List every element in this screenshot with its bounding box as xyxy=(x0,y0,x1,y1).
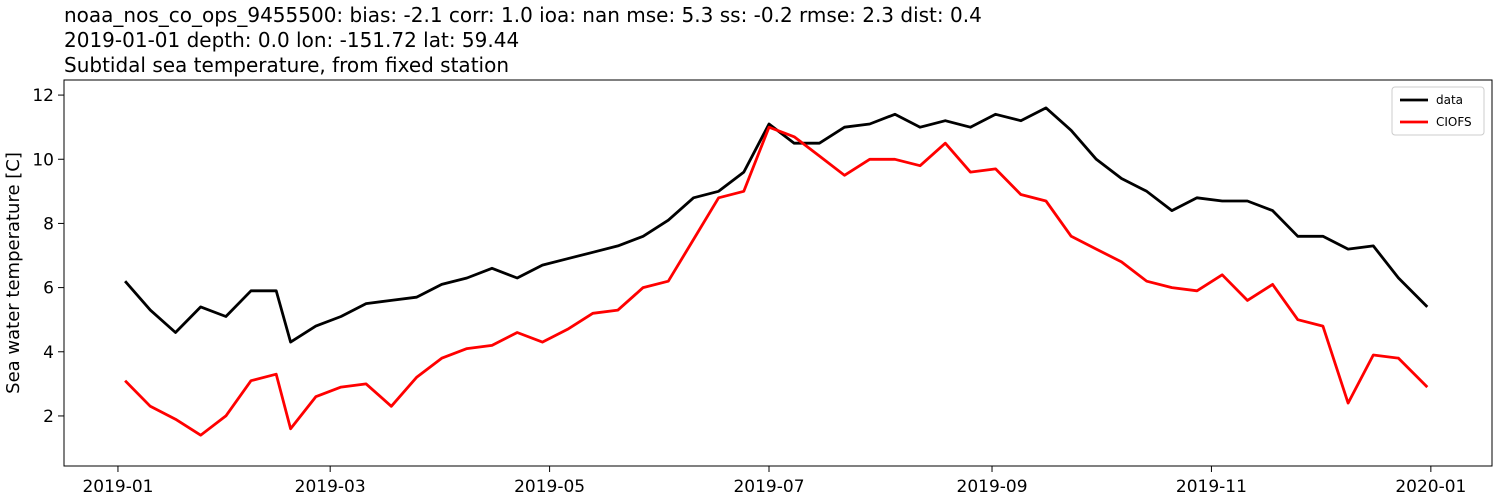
plot-frame xyxy=(63,79,1493,467)
chart-title: Subtidal sea temperature, from fixed sta… xyxy=(64,53,509,77)
legend-label: CIOFS xyxy=(1436,115,1472,129)
chart-title: 2019-01-01 depth: 0.0 lon: -151.72 lat: … xyxy=(64,28,519,52)
x-tick-label: 2019-07 xyxy=(733,477,804,497)
y-tick-label: 6 xyxy=(43,279,54,299)
y-tick-label: 12 xyxy=(32,86,54,106)
x-tick-label: 2019-01 xyxy=(82,477,153,497)
y-tick-label: 8 xyxy=(43,214,54,234)
x-tick-label: 2019-09 xyxy=(957,477,1028,497)
x-tick-label: 2019-05 xyxy=(514,477,585,497)
y-tick-label: 10 xyxy=(32,150,54,170)
x-tick-label: 2020-01 xyxy=(1395,477,1466,497)
y-tick-label: 4 xyxy=(43,343,54,363)
y-tick-label: 2 xyxy=(43,407,54,427)
x-tick-label: 2019-03 xyxy=(295,477,366,497)
x-tick-label: 2019-11 xyxy=(1176,477,1247,497)
data-line xyxy=(124,125,1429,437)
y-axis-label: Sea water temperature [C] xyxy=(3,152,24,394)
chart-title: noaa_nos_co_ops_9455500: bias: -2.1 corr… xyxy=(64,3,982,27)
legend-label: data xyxy=(1436,93,1463,107)
data-line xyxy=(124,106,1429,344)
